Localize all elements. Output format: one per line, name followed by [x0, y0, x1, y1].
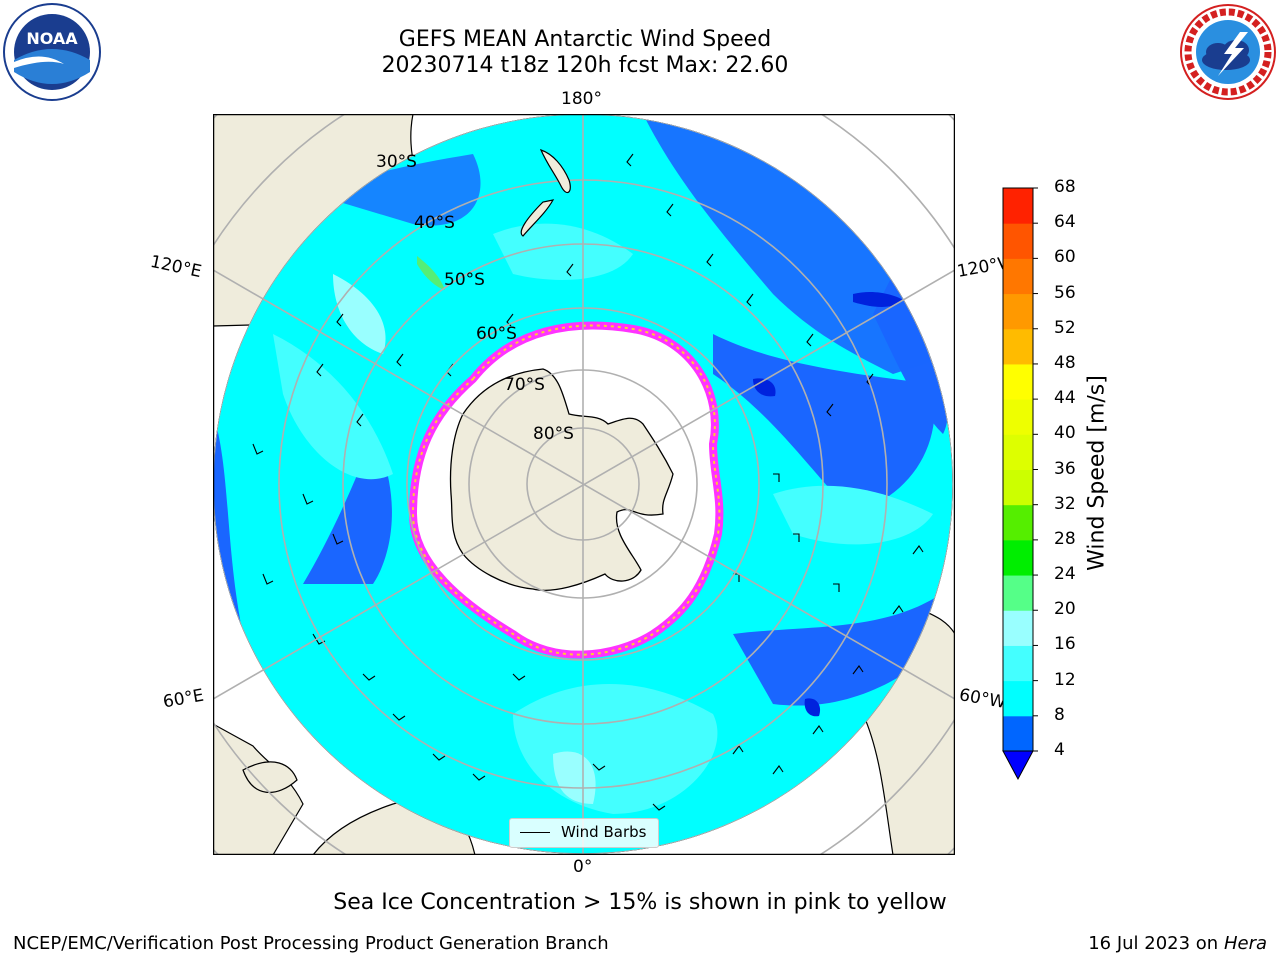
coast-nz	[520, 149, 571, 237]
colorbar-tick-label: 56	[1054, 282, 1076, 303]
svg-text:NOAA: NOAA	[26, 29, 78, 48]
nws-logo	[1180, 4, 1276, 100]
lat-label-40s: 40°S	[414, 213, 455, 233]
colorbar-bin	[1003, 434, 1033, 470]
colorbar-tick-label: 52	[1054, 317, 1076, 338]
lat-label-70s: 70°S	[504, 375, 545, 395]
sea-ice-caption: Sea Ice Concentration > 15% is shown in …	[333, 890, 947, 915]
lat-label-30s: 30°S	[376, 152, 417, 172]
colorbar-bin	[1003, 610, 1033, 646]
colorbar-tick-label: 64	[1054, 212, 1076, 233]
footer-machine: Hera	[1223, 933, 1267, 954]
colorbar-tick-label: 16	[1054, 634, 1076, 655]
chart-subtitle: 20230714 t18z 120h fcst Max: 22.60	[381, 53, 789, 78]
colorbar-tick-label: 12	[1054, 669, 1076, 690]
colorbar-bin	[1003, 539, 1033, 576]
lon-label-0: 0°	[573, 857, 593, 877]
colorbar-bin	[1003, 188, 1033, 224]
colorbar-bin	[1003, 399, 1033, 435]
colorbar-tick-label: 8	[1054, 704, 1065, 725]
colorbar-bin	[1003, 293, 1033, 330]
graticule-outer	[213, 114, 955, 855]
colorbar-title: Wind Speed [m/s]	[1084, 375, 1110, 571]
colorbar	[1002, 187, 1038, 781]
colorbar-tick-label: 48	[1054, 352, 1076, 373]
colorbar-bin	[1003, 328, 1033, 365]
colorbar-tick-label: 20	[1054, 599, 1076, 620]
colorbar-bin	[1003, 469, 1033, 506]
polar-map	[213, 114, 955, 855]
footer-right: 16 Jul 2023 on Hera	[1088, 933, 1267, 954]
colorbar-bin	[1003, 363, 1033, 400]
colorbar-bin	[1003, 258, 1033, 295]
colorbar-tick-label: 40	[1054, 423, 1076, 444]
colorbar-tick-label: 44	[1054, 388, 1076, 409]
wind-barb-legend-label: Wind Barbs	[561, 823, 647, 841]
colorbar-tick-label: 68	[1054, 177, 1076, 197]
noaa-logo: NOAA	[3, 3, 101, 101]
wind-barb-legend-line	[520, 832, 550, 833]
colorbar-tick-label: 4	[1054, 740, 1065, 760]
colorbar-tick-label: 24	[1054, 564, 1076, 585]
colorbar-bin	[1003, 680, 1033, 717]
lat-label-50s: 50°S	[444, 270, 485, 290]
colorbar-tick-label: 36	[1054, 458, 1076, 479]
colorbar-bin	[1003, 223, 1033, 259]
colorbar-bin	[1003, 504, 1033, 541]
colorbar-bin	[1003, 645, 1033, 682]
lon-label-120e: 120°E	[148, 251, 204, 283]
lon-label-180: 180°	[561, 89, 602, 109]
lon-label-60e: 60°E	[161, 685, 206, 713]
colorbar-extend-min	[1002, 750, 1034, 781]
footer-date: 16 Jul 2023 on	[1088, 933, 1224, 954]
colorbar-tick-label: 28	[1054, 528, 1076, 549]
wind-barbs-legend: Wind Barbs	[509, 818, 659, 848]
footer-left: NCEP/EMC/Verification Post Processing Pr…	[13, 933, 609, 954]
colorbar-bin	[1003, 715, 1033, 752]
colorbar-bin	[1003, 575, 1033, 611]
colorbar-tick-label: 60	[1054, 247, 1076, 268]
chart-title: GEFS MEAN Antarctic Wind Speed	[398, 27, 772, 52]
lat-label-60s: 60°S	[476, 324, 517, 344]
lat-label-80s: 80°S	[533, 424, 574, 444]
colorbar-tick-label: 32	[1054, 493, 1076, 514]
